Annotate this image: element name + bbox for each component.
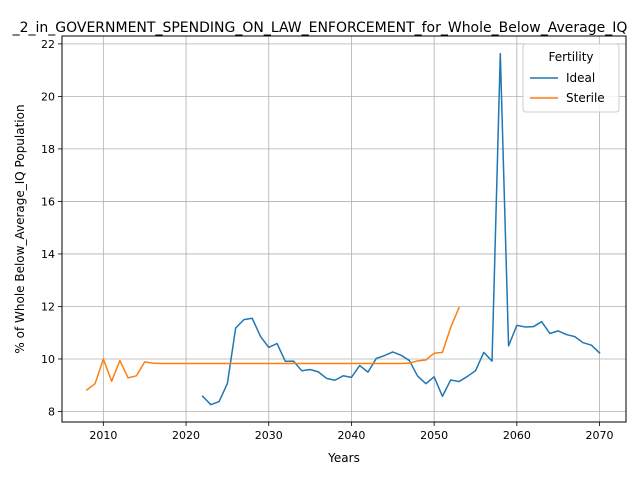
chart-title: _2_in_GOVERNMENT_SPENDING_ON_LAW_ENFORCE… <box>12 20 628 36</box>
x-tick-label: 2030 <box>255 429 283 442</box>
y-tick-label: 18 <box>41 143 55 156</box>
x-tick-label: 2050 <box>420 429 448 442</box>
x-tick-label: 2060 <box>503 429 531 442</box>
legend: Fertility Ideal Sterile <box>523 44 619 112</box>
x-tick-label: 2020 <box>172 429 200 442</box>
y-tick-label: 20 <box>41 90 55 103</box>
x-axis-label: Years <box>327 451 360 465</box>
y-axis-label: % of Whole Below_Average_IQ Population <box>13 104 27 353</box>
y-tick-label: 10 <box>41 353 55 366</box>
x-tick-label: 2070 <box>586 429 614 442</box>
y-tick-label: 14 <box>41 248 55 261</box>
legend-label-sterile: Sterile <box>566 91 605 105</box>
x-tick-label: 2040 <box>337 429 365 442</box>
legend-title: Fertility <box>548 50 593 64</box>
y-tick-label: 22 <box>41 38 55 51</box>
y-tick-label: 12 <box>41 300 55 313</box>
y-tick-label: 8 <box>48 405 55 418</box>
y-tick-label: 16 <box>41 195 55 208</box>
legend-label-ideal: Ideal <box>566 71 595 85</box>
x-tick-label: 2010 <box>89 429 117 442</box>
